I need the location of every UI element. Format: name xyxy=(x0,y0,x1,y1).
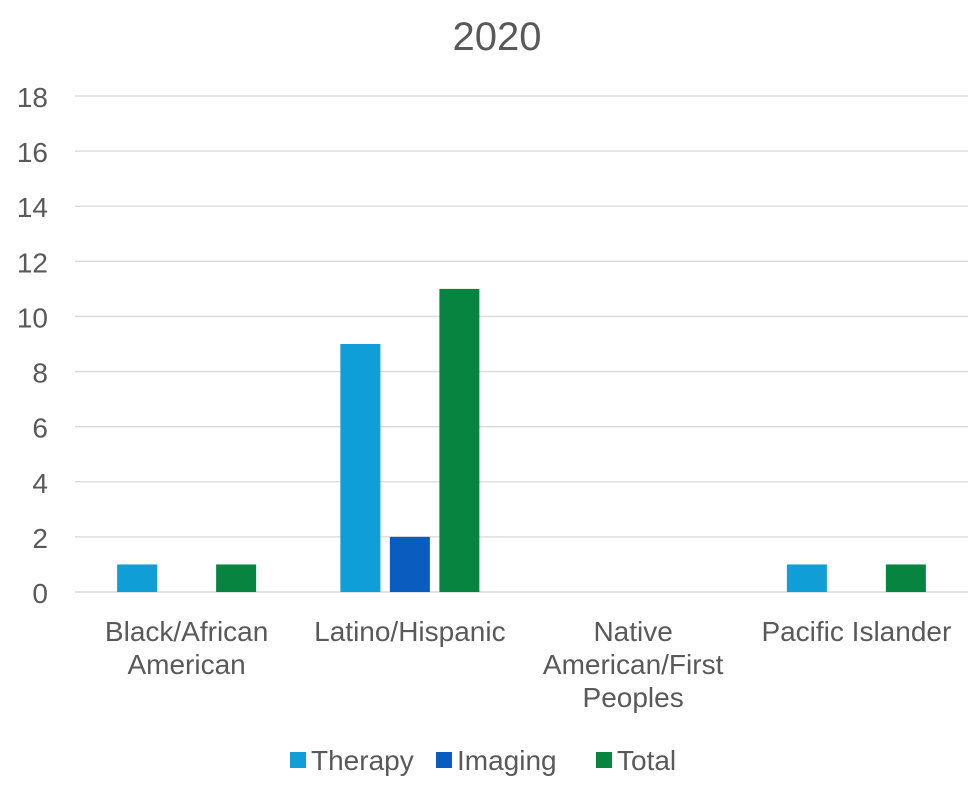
bars xyxy=(117,288,926,592)
y-tick-label: 18 xyxy=(17,82,48,113)
x-tick-label: Peoples xyxy=(583,682,684,713)
bar-therapy xyxy=(117,564,158,592)
bar-imaging xyxy=(389,536,430,592)
y-tick-label: 6 xyxy=(32,413,48,444)
y-tick-label: 0 xyxy=(32,578,48,609)
x-tick-label: Black/African xyxy=(105,616,268,647)
y-tick-label: 16 xyxy=(17,137,48,168)
x-tick-label: American/First xyxy=(543,649,724,680)
legend-label-therapy: Therapy xyxy=(311,745,414,776)
x-tick-label: American xyxy=(127,649,245,680)
legend-label-imaging: Imaging xyxy=(457,745,557,776)
gridlines xyxy=(75,95,968,593)
legend-label-total: Total xyxy=(617,745,676,776)
y-tick-label: 2 xyxy=(32,523,48,554)
legend-swatch-total xyxy=(596,752,612,768)
y-axis-ticks: 0 2 4 6 8 10 12 14 16 18 xyxy=(17,82,48,609)
y-tick-label: 8 xyxy=(32,358,48,389)
bar-total xyxy=(885,564,926,592)
x-tick-label: Native xyxy=(593,616,672,647)
bar-therapy xyxy=(340,344,381,592)
bar-total xyxy=(216,564,257,592)
legend: Therapy Imaging Total xyxy=(290,745,676,776)
x-tick-label: Latino/Hispanic xyxy=(314,616,505,647)
legend-swatch-imaging xyxy=(436,752,452,768)
bar-total xyxy=(439,288,480,592)
y-tick-label: 10 xyxy=(17,302,48,333)
bar-therapy xyxy=(786,564,827,592)
x-tick-label: Pacific Islander xyxy=(761,616,951,647)
legend-swatch-therapy xyxy=(290,752,306,768)
y-tick-label: 12 xyxy=(17,247,48,278)
chart-title: 2020 xyxy=(453,15,542,59)
y-tick-label: 14 xyxy=(17,192,48,223)
y-tick-label: 4 xyxy=(32,468,48,499)
